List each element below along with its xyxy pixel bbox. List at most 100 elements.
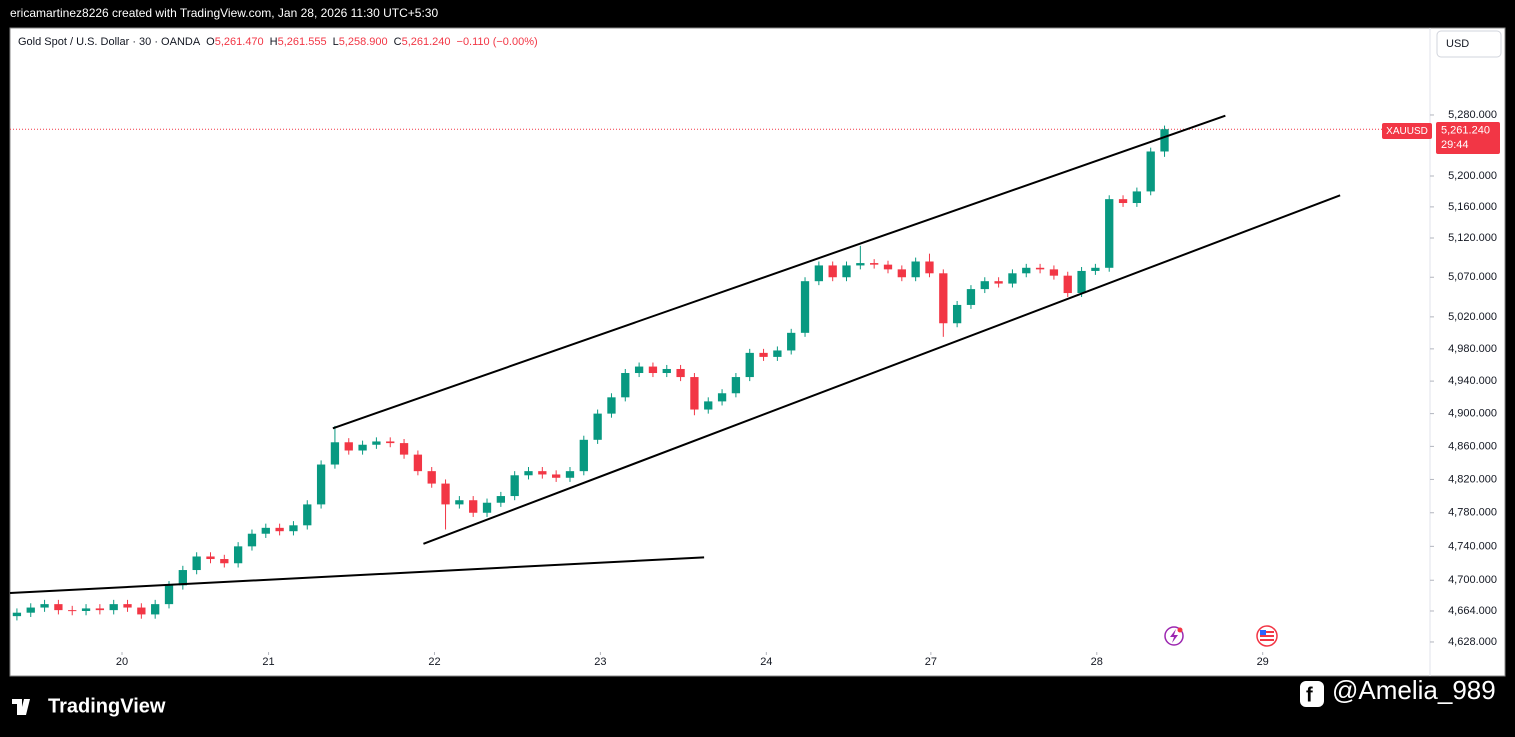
candle-body (220, 559, 229, 564)
candle-body (275, 527, 284, 532)
symbol-label: XAUUSD (1386, 126, 1428, 137)
brand: TradingView (48, 695, 166, 717)
candle-body (856, 263, 865, 266)
candle-body (621, 373, 630, 398)
candle-body (552, 474, 561, 478)
candle-body (137, 607, 146, 615)
currency-button[interactable] (1436, 30, 1502, 58)
trendline (423, 194, 1341, 545)
candle-body (482, 502, 492, 513)
candle-body (883, 264, 893, 270)
candle-body (151, 604, 160, 615)
ohlc-key: C (394, 36, 402, 48)
y-tick-label: 5,160.000 (1448, 201, 1497, 213)
candle-body (109, 604, 118, 611)
candle-body (952, 304, 962, 324)
candle-body (510, 475, 519, 497)
x-tick-label: 27 (925, 656, 937, 668)
candle-body (330, 442, 340, 465)
candle-body (40, 604, 49, 608)
candle-body (261, 527, 270, 534)
candle-body (81, 608, 91, 611)
ohlc-key: H (270, 36, 278, 48)
candle-body (247, 533, 257, 547)
chart-panel (9, 27, 1506, 677)
candle-body (1132, 191, 1142, 204)
candle-body (372, 441, 381, 445)
countdown: 29:44 (1441, 139, 1469, 151)
x-tick-label: 22 (428, 656, 440, 668)
trendline (9, 556, 705, 595)
candle-body (745, 352, 754, 378)
candle-body (206, 556, 215, 560)
candle-body (316, 464, 326, 505)
candle-body (607, 397, 616, 414)
candle-body (1008, 273, 1017, 284)
candle-body (1022, 267, 1031, 274)
candle-body (662, 368, 671, 374)
ohlc-key: L (333, 36, 339, 48)
y-tick-label: 4,860.000 (1448, 440, 1497, 452)
candle-body (1160, 129, 1169, 152)
candle-body (787, 332, 796, 351)
candle-body (634, 366, 644, 374)
y-tick-label: 4,980.000 (1448, 343, 1497, 355)
candle-body (994, 281, 1003, 284)
candle-body (1035, 267, 1045, 270)
candle-body (1063, 275, 1072, 294)
candle-body (593, 413, 602, 440)
candle-body (54, 604, 63, 611)
trendline (332, 114, 1226, 430)
y-tick-label: 4,700.000 (1448, 574, 1497, 586)
candle-body (814, 265, 824, 282)
candle-body (773, 350, 782, 357)
candle-body (731, 377, 741, 394)
candle-body (12, 612, 22, 617)
candle-body (455, 500, 464, 505)
candle-body (911, 261, 920, 278)
candle-body (925, 261, 934, 274)
candle-body (524, 471, 533, 476)
y-tick-label: 4,940.000 (1448, 375, 1497, 387)
candle-body (939, 273, 948, 324)
ohlc-key: O (206, 36, 215, 48)
price-badge (1436, 122, 1500, 154)
currency-label[interactable]: USD (1446, 38, 1469, 50)
y-tick-label: 4,740.000 (1448, 540, 1497, 552)
x-tick-label: 20 (116, 656, 128, 668)
candle-body (828, 265, 837, 278)
candle-body (579, 439, 588, 472)
candle-body (1077, 270, 1086, 294)
candle-body (386, 441, 395, 444)
candle-body (648, 366, 658, 374)
flag-stripe (1260, 639, 1274, 641)
y-tick-label: 5,020.000 (1448, 311, 1497, 323)
fb-letter: f (1306, 684, 1313, 706)
candle-body (1105, 199, 1114, 268)
candle-body (26, 607, 35, 613)
candle-body (441, 483, 450, 505)
y-tick-label: 4,780.000 (1448, 507, 1497, 519)
change: −0.110 (−0.00%) (457, 36, 538, 48)
candle-body (704, 401, 713, 410)
event-bolt (1170, 629, 1178, 643)
ohlc-value: 5,261.555 (278, 36, 327, 48)
candle-body (1049, 269, 1059, 276)
x-tick-label: 28 (1091, 656, 1103, 668)
flag-canton (1260, 630, 1266, 635)
ohlc-value: 5,261.240 (402, 36, 451, 48)
candle-body (289, 525, 298, 532)
candle-body (842, 265, 851, 278)
candle-body (496, 496, 505, 503)
symbol-title: Gold Spot / U.S. Dollar · 30 · OANDA (18, 36, 201, 48)
symbol-badge (1382, 123, 1432, 139)
flag-stripe (1260, 631, 1274, 633)
candle-body (800, 281, 810, 333)
y-tick-label: 5,200.000 (1448, 170, 1497, 182)
y-tick-label: 5,280.000 (1448, 109, 1497, 121)
candle-body (966, 289, 976, 305)
x-tick-label: 29 (1257, 656, 1269, 668)
x-tick-label: 24 (760, 656, 772, 668)
candle-body (344, 442, 353, 451)
candle-body (538, 471, 547, 475)
